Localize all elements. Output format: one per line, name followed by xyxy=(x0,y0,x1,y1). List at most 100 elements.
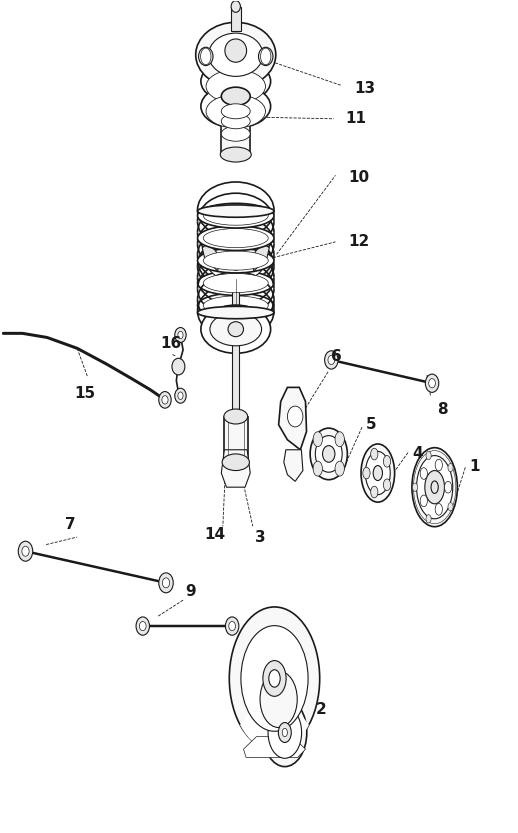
Circle shape xyxy=(420,495,427,506)
Text: 4: 4 xyxy=(413,446,423,461)
Ellipse shape xyxy=(323,446,335,462)
Ellipse shape xyxy=(221,87,250,106)
Ellipse shape xyxy=(201,305,270,353)
Ellipse shape xyxy=(260,671,297,727)
Ellipse shape xyxy=(203,228,268,247)
Circle shape xyxy=(448,463,453,471)
Ellipse shape xyxy=(221,104,250,119)
Ellipse shape xyxy=(175,388,186,403)
Circle shape xyxy=(435,459,442,471)
Ellipse shape xyxy=(196,22,276,87)
Ellipse shape xyxy=(229,607,320,750)
Text: 13: 13 xyxy=(354,81,376,96)
Ellipse shape xyxy=(18,541,33,561)
Ellipse shape xyxy=(431,481,438,493)
Ellipse shape xyxy=(287,407,303,426)
Ellipse shape xyxy=(203,251,268,270)
Circle shape xyxy=(420,467,427,479)
Circle shape xyxy=(371,448,378,460)
Bar xyxy=(233,279,239,321)
Ellipse shape xyxy=(198,237,273,287)
Text: 11: 11 xyxy=(346,112,367,127)
Text: 10: 10 xyxy=(348,170,369,185)
Ellipse shape xyxy=(229,621,236,631)
Ellipse shape xyxy=(206,70,265,103)
Circle shape xyxy=(363,467,370,479)
Ellipse shape xyxy=(159,392,171,408)
Circle shape xyxy=(200,48,211,65)
Ellipse shape xyxy=(221,127,250,142)
Ellipse shape xyxy=(197,203,274,228)
Ellipse shape xyxy=(221,114,250,129)
Circle shape xyxy=(426,451,431,460)
Ellipse shape xyxy=(197,205,274,217)
Circle shape xyxy=(435,503,442,515)
Ellipse shape xyxy=(197,293,274,318)
Text: 3: 3 xyxy=(255,530,265,545)
Ellipse shape xyxy=(203,206,268,225)
Circle shape xyxy=(313,431,322,446)
Ellipse shape xyxy=(159,573,173,593)
Polygon shape xyxy=(284,450,303,481)
Text: 9: 9 xyxy=(185,584,196,599)
Ellipse shape xyxy=(178,332,183,339)
Ellipse shape xyxy=(201,85,270,128)
Ellipse shape xyxy=(268,706,301,758)
Text: 16: 16 xyxy=(161,336,182,351)
Ellipse shape xyxy=(220,147,251,162)
Ellipse shape xyxy=(197,271,274,296)
Ellipse shape xyxy=(224,409,248,424)
Ellipse shape xyxy=(229,255,242,270)
Ellipse shape xyxy=(206,95,265,128)
Ellipse shape xyxy=(207,244,264,281)
Circle shape xyxy=(426,515,431,523)
Ellipse shape xyxy=(198,47,213,66)
Ellipse shape xyxy=(328,356,335,365)
Circle shape xyxy=(448,502,453,511)
Polygon shape xyxy=(202,244,220,271)
Ellipse shape xyxy=(139,621,146,631)
Ellipse shape xyxy=(361,444,395,502)
Wedge shape xyxy=(240,678,309,751)
Ellipse shape xyxy=(197,307,274,319)
Ellipse shape xyxy=(429,379,436,388)
Circle shape xyxy=(261,48,271,65)
Ellipse shape xyxy=(231,1,240,12)
Ellipse shape xyxy=(197,248,274,273)
Polygon shape xyxy=(221,450,250,487)
Polygon shape xyxy=(279,387,307,450)
Text: 8: 8 xyxy=(438,402,448,417)
Ellipse shape xyxy=(210,312,262,346)
Ellipse shape xyxy=(365,451,390,495)
Text: 7: 7 xyxy=(65,517,76,532)
Text: 14: 14 xyxy=(205,527,226,542)
Bar xyxy=(224,416,248,462)
Ellipse shape xyxy=(22,546,29,556)
Ellipse shape xyxy=(315,436,342,472)
Ellipse shape xyxy=(172,358,185,375)
Ellipse shape xyxy=(178,392,183,400)
Ellipse shape xyxy=(425,374,439,392)
Bar xyxy=(221,97,250,155)
Ellipse shape xyxy=(263,661,286,696)
Circle shape xyxy=(383,479,391,491)
Ellipse shape xyxy=(136,617,150,636)
Bar xyxy=(233,329,239,412)
Ellipse shape xyxy=(310,428,348,480)
Circle shape xyxy=(371,486,378,498)
Circle shape xyxy=(444,481,452,493)
Ellipse shape xyxy=(203,273,268,292)
Ellipse shape xyxy=(201,60,270,103)
Ellipse shape xyxy=(222,454,249,471)
Polygon shape xyxy=(243,736,306,757)
Ellipse shape xyxy=(241,626,308,731)
Ellipse shape xyxy=(197,226,274,251)
Circle shape xyxy=(412,483,418,491)
Ellipse shape xyxy=(209,33,263,77)
Bar xyxy=(231,7,241,32)
Ellipse shape xyxy=(416,456,453,519)
Ellipse shape xyxy=(282,728,287,736)
Ellipse shape xyxy=(278,722,291,742)
Polygon shape xyxy=(251,244,269,271)
Ellipse shape xyxy=(203,296,268,315)
